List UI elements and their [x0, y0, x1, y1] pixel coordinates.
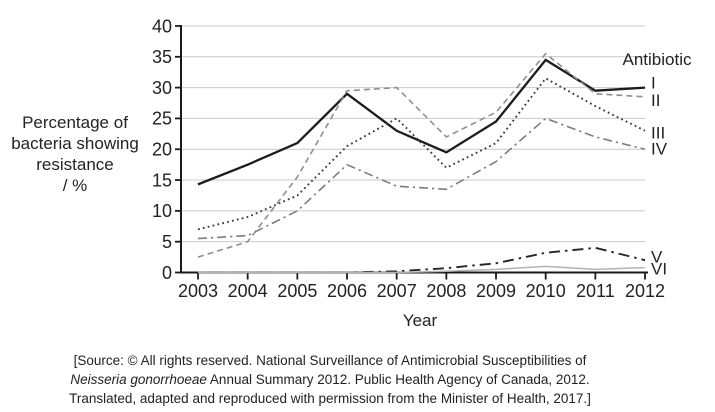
y-tick-label: 5: [162, 232, 172, 252]
x-axis-title: Year: [403, 311, 438, 330]
series-label-VI: VI: [651, 259, 667, 278]
source-line: [Source: © All rights reserved. National…: [73, 353, 587, 368]
y-tick-label: 0: [162, 263, 172, 283]
series-label-II: II: [651, 91, 660, 110]
x-tick-label: 2009: [476, 281, 516, 301]
x-tick-label: 2007: [377, 281, 417, 301]
resistance-line-chart: 0 5 10 15 20 25 30 35 40 2003 2004 2005 2006 2007 2008…: [11, 16, 692, 330]
source-citation: [Source: © All rights reserved. National…: [0, 351, 660, 408]
y-tick-label: 20: [152, 140, 172, 160]
series-label-I: I: [651, 73, 656, 92]
y-tick-label: 15: [152, 170, 172, 190]
y-axis-title-line: resistance: [36, 155, 113, 174]
y-tick-label: 25: [152, 109, 172, 129]
source-line: Translated, adapted and reproduced with …: [69, 391, 591, 406]
species-name-italic: Neisseria gonorrhoeae: [70, 372, 207, 387]
x-tick-label: 2004: [228, 281, 268, 301]
y-tick-label: 40: [152, 16, 172, 36]
y-axis-title-line: bacteria showing: [11, 134, 139, 153]
x-tick-label: 2008: [426, 281, 466, 301]
series-line-III: [197, 77, 646, 231]
series-label-IV: IV: [651, 139, 668, 158]
legend-title: Antibiotic: [623, 50, 692, 69]
y-tick-label: 30: [152, 78, 172, 98]
x-tick-label: 2003: [178, 281, 218, 301]
x-tick-label: 2011: [576, 281, 615, 301]
y-axis-title-line: Percentage of: [22, 113, 128, 132]
series-line-I: [197, 58, 646, 186]
series-line-IV: [197, 117, 646, 240]
series-line-VI: [198, 265, 646, 274]
y-tick-label: 35: [152, 47, 172, 67]
series-line-II: [197, 52, 646, 258]
x-tick-label: 2005: [277, 281, 317, 301]
x-tick-label: 2012: [625, 281, 665, 301]
x-tick-label: 2010: [526, 281, 566, 301]
series-label-V: V: [651, 247, 663, 266]
y-axis-title-line: / %: [63, 176, 88, 195]
y-tick-label: 10: [152, 201, 172, 221]
x-tick-label: 2006: [327, 281, 367, 301]
series-label-III: III: [651, 123, 665, 142]
source-line: Neisseria gonorrhoeae Annual Summary 201…: [70, 372, 590, 387]
